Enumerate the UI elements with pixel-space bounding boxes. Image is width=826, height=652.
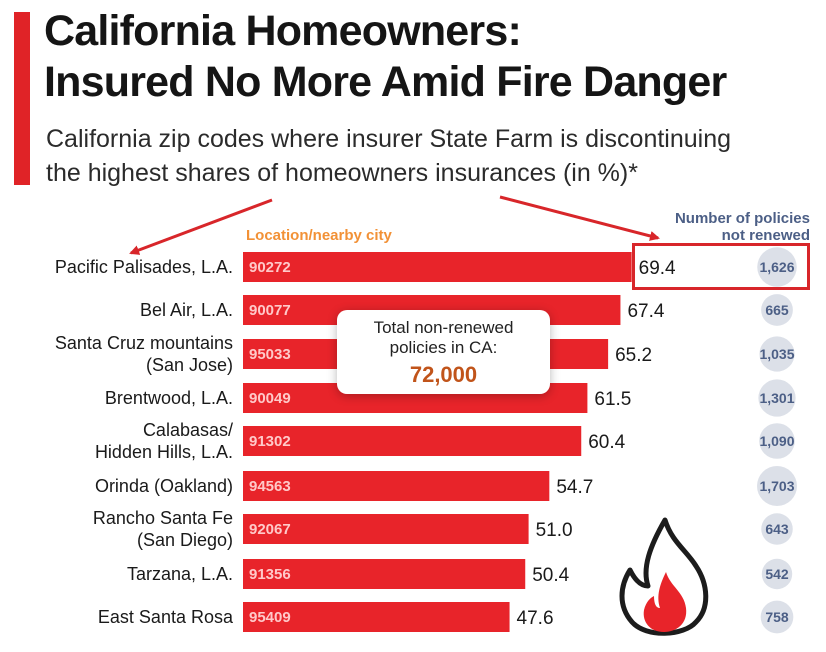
category-label: Rancho Santa Fe [93, 508, 233, 528]
category-label: Hidden Hills, L.A. [95, 442, 233, 462]
policy-bubble [759, 423, 795, 459]
policy-bubble [759, 336, 795, 372]
value-label: 47.6 [517, 608, 554, 629]
arrow-pointer-icon [499, 195, 660, 241]
zip-code-label: 90272 [249, 259, 291, 276]
policy-count-label: 1,090 [759, 433, 794, 449]
policy-count-label: 1,703 [759, 478, 794, 494]
bar [243, 471, 550, 501]
category-label: Brentwood, L.A. [105, 388, 233, 408]
total-callout: Total non-renewed policies in CA: 72,000 [337, 310, 550, 394]
category-label: Calabasas/ [143, 420, 233, 440]
policy-count-label: 643 [765, 521, 789, 537]
page-title: California Homeowners: Insured No More A… [44, 6, 727, 108]
value-label: 51.0 [536, 520, 573, 541]
bar [243, 426, 582, 456]
title-line-2: Insured No More Amid Fire Danger [44, 58, 727, 106]
policy-bubble [760, 600, 794, 634]
value-label: 67.4 [627, 301, 664, 322]
bar [243, 514, 529, 544]
title-line-1: California Homeowners: [44, 7, 522, 55]
policy-count-label: 665 [765, 302, 789, 318]
zip-code-label: 95409 [249, 609, 291, 626]
category-label: (San Jose) [146, 355, 233, 375]
zip-code-label: 91356 [249, 566, 291, 583]
policies-header-line-1: Number of policies [674, 210, 810, 227]
policy-count-label: 1,301 [759, 390, 794, 406]
location-column-header: Location/nearby city [246, 227, 392, 244]
policy-bubble [757, 247, 797, 287]
fire-icon [619, 517, 709, 636]
category-label: Tarzana, L.A. [127, 564, 233, 584]
zip-code-label: 90077 [249, 302, 291, 319]
policy-count-label: 1,626 [759, 259, 794, 275]
category-label: East Santa Rosa [98, 607, 234, 627]
policies-column-header: Number of policies not renewed [675, 210, 810, 244]
category-label: Pacific Palisades, L.A. [55, 257, 233, 277]
bar [243, 252, 632, 282]
value-label: 65.2 [615, 345, 652, 366]
zip-code-label: 91302 [249, 433, 291, 450]
category-label: Orinda (Oakland) [95, 476, 233, 496]
zip-code-label: 92067 [249, 521, 291, 538]
title-accent-bar [14, 12, 30, 185]
callout-text: Total non-renewed policies in CA: [373, 318, 514, 357]
policy-bubble [761, 513, 793, 545]
category-label: (San Diego) [137, 530, 233, 550]
policies-header-line-2: not renewed [721, 227, 810, 244]
value-label: 61.5 [594, 389, 631, 410]
subtitle-line-1: California zip codes where insurer State… [46, 125, 732, 153]
zip-code-label: 90049 [249, 390, 291, 407]
value-label: 50.4 [532, 565, 569, 586]
arrow-pointer-icon [129, 198, 273, 255]
bar [243, 602, 510, 632]
value-label: 54.7 [556, 477, 593, 498]
value-label: 69.4 [639, 258, 676, 279]
policy-count-label: 542 [765, 566, 789, 582]
zip-code-label: 94563 [249, 478, 291, 495]
policy-bubble [761, 294, 793, 326]
value-label: 60.4 [588, 432, 625, 453]
category-label: Santa Cruz mountains [55, 333, 233, 353]
callout-value: 72,000 [409, 362, 478, 387]
subtitle: California zip codes where insurer State… [46, 122, 731, 190]
policy-count-label: 758 [765, 609, 789, 625]
policy-bubble [757, 466, 797, 506]
policy-count-label: 1,035 [759, 346, 794, 362]
bar [243, 559, 526, 589]
subtitle-line-2: the highest shares of homeowners insuran… [46, 159, 638, 187]
category-label: Bel Air, L.A. [140, 300, 233, 320]
zip-code-label: 95033 [249, 346, 291, 363]
highlight-box [632, 243, 810, 290]
policy-bubble [758, 379, 796, 417]
policy-bubble [761, 558, 793, 590]
